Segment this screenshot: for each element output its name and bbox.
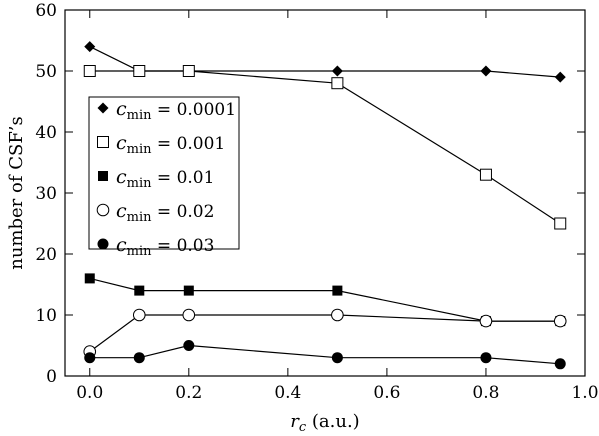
- y-tick-label-6: 60: [35, 1, 57, 21]
- point-s4-4: [480, 352, 492, 364]
- y-axis-label: number of CSF’s: [6, 116, 27, 270]
- axis-ticks: 0.0 0.2 0.4 0.6 0.8 1.0 0 10 20 30 40 50 60: [35, 1, 598, 403]
- series-line-4: [89, 344, 561, 365]
- series-line-0: [89, 46, 561, 78]
- legend-marker-4: [97, 238, 109, 250]
- legend-box: [88, 96, 240, 250]
- point-s2-2: [183, 285, 194, 296]
- legend-marker-3: [96, 203, 110, 217]
- point-s3-3: [331, 308, 344, 322]
- point-s1-3: [331, 77, 344, 90]
- point-s3-4: [479, 314, 493, 328]
- y-tick-label-4: 40: [35, 123, 57, 143]
- legend-label-var-2: c: [116, 166, 127, 188]
- point-s4-3: [331, 352, 343, 364]
- series-lines: [89, 46, 561, 365]
- legend-label-4: cmin = 0.03: [116, 234, 214, 259]
- point-s2-1: [134, 285, 145, 296]
- y-tick-label-0: 0: [46, 367, 57, 387]
- point-s1-2: [182, 65, 195, 77]
- legend-marker-0: [97, 102, 109, 114]
- legend-label-sub-0: min: [127, 108, 152, 123]
- point-s4-5: [554, 358, 566, 370]
- legend-marker-1: [97, 136, 109, 148]
- x-axis-label-var: r: [290, 411, 300, 432]
- legend-label-val-3: = 0.02: [152, 202, 215, 222]
- point-s4-0: [84, 352, 96, 364]
- legend-label-var-4: c: [116, 234, 127, 256]
- point-s0-0: [84, 41, 96, 53]
- legend-label-sub-2: min: [127, 176, 152, 191]
- x-tick-label-0: 0.0: [76, 383, 103, 403]
- legend-label-sub-3: min: [127, 210, 152, 225]
- x-axis-label-unit: (a.u.): [306, 411, 360, 432]
- legend-label-0: cmin = 0.0001: [116, 98, 236, 123]
- legend-label-var-3: c: [116, 200, 127, 222]
- legend-label-sub-1: min: [127, 142, 152, 157]
- x-tick-label-5: 1.0: [571, 383, 598, 403]
- legend-label-val-1: = 0.001: [152, 134, 226, 154]
- point-s3-2: [182, 308, 196, 322]
- legend-label-1: cmin = 0.001: [116, 132, 225, 157]
- point-s1-5: [554, 217, 567, 230]
- point-s4-2: [183, 340, 195, 351]
- x-axis-label-sub: c: [299, 420, 307, 435]
- legend-label-val-4: = 0.03: [152, 236, 215, 256]
- legend-label-sub-4: min: [127, 244, 152, 259]
- point-s2-3: [332, 285, 343, 296]
- point-s0-3: [331, 65, 343, 77]
- y-tick-label-5: 50: [35, 62, 57, 82]
- x-axis-label: rc (a.u.): [290, 411, 359, 435]
- point-s1-1: [133, 65, 146, 77]
- point-s1-0: [83, 65, 96, 77]
- x-tick-label-1: 0.2: [175, 383, 202, 403]
- x-tick-label-4: 0.8: [472, 383, 499, 403]
- series-line-3: [89, 314, 561, 353]
- point-s1-4: [479, 168, 492, 181]
- legend-label-val-0: = 0.0001: [152, 100, 237, 120]
- x-tick-label-3: 0.6: [373, 383, 400, 403]
- y-tick-label-1: 10: [35, 306, 57, 326]
- legend-label-2: cmin = 0.01: [116, 166, 214, 191]
- legend-label-val-2: = 0.01: [152, 168, 215, 188]
- point-s3-1: [132, 308, 146, 322]
- legend-label-var-1: c: [116, 132, 127, 154]
- legend-marker-2: [98, 171, 108, 181]
- point-s4-1: [133, 352, 145, 364]
- point-s3-5: [553, 314, 567, 328]
- x-tick-label-2: 0.4: [274, 383, 301, 403]
- point-s0-4: [480, 65, 492, 77]
- series-markers: [83, 41, 567, 370]
- y-tick-label-2: 20: [35, 245, 57, 265]
- point-s2-0: [84, 273, 95, 284]
- point-s0-5: [554, 71, 566, 83]
- series-line-1: [89, 70, 561, 225]
- legend-label-var-0: c: [116, 98, 127, 120]
- y-tick-label-3: 30: [35, 184, 57, 204]
- legend-label-3: cmin = 0.02: [116, 200, 214, 225]
